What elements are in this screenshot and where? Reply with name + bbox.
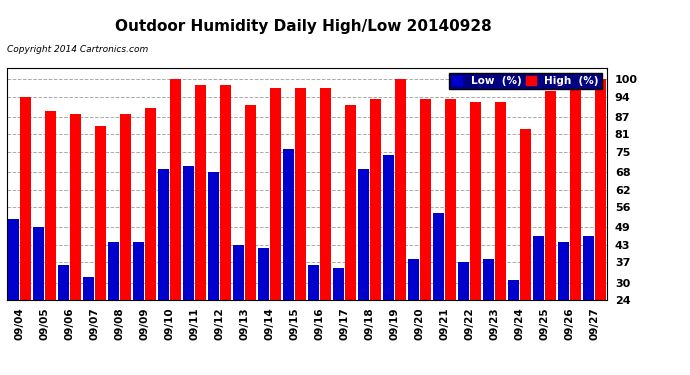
Bar [308,265,319,300]
Bar [533,236,544,300]
Bar [33,227,44,300]
Bar [345,105,356,300]
Bar [408,260,420,300]
Bar [258,248,269,300]
Bar [270,88,281,300]
Bar [195,85,206,300]
Bar [420,99,431,300]
Bar [445,99,456,300]
Bar [584,236,595,300]
Bar [509,280,520,300]
Bar [484,260,495,300]
Bar [558,242,569,300]
Bar [470,102,481,300]
Bar [395,79,406,300]
Bar [70,114,81,300]
Bar [208,172,219,300]
Text: Outdoor Humidity Daily High/Low 20140928: Outdoor Humidity Daily High/Low 20140928 [115,19,492,34]
Bar [245,105,256,300]
Bar [295,88,306,300]
Bar [319,88,331,300]
Bar [458,262,469,300]
Bar [495,102,506,300]
Bar [19,97,30,300]
Bar [358,169,369,300]
Bar [284,149,295,300]
Bar [384,154,395,300]
Bar [570,79,581,300]
Bar [433,213,444,300]
Bar [83,277,95,300]
Text: Copyright 2014 Cartronics.com: Copyright 2014 Cartronics.com [7,45,148,54]
Bar [333,268,344,300]
Bar [595,79,606,300]
Bar [45,111,56,300]
Bar [145,108,156,300]
Bar [158,169,169,300]
Bar [108,242,119,300]
Bar [58,265,69,300]
Bar [170,79,181,300]
Bar [133,242,144,300]
Bar [119,114,130,300]
Bar [95,126,106,300]
Bar [545,91,556,300]
Bar [233,245,244,300]
Bar [370,99,381,300]
Bar [219,85,230,300]
Bar [8,219,19,300]
Legend: Low  (%), High  (%): Low (%), High (%) [448,73,602,89]
Bar [520,129,531,300]
Bar [184,166,195,300]
